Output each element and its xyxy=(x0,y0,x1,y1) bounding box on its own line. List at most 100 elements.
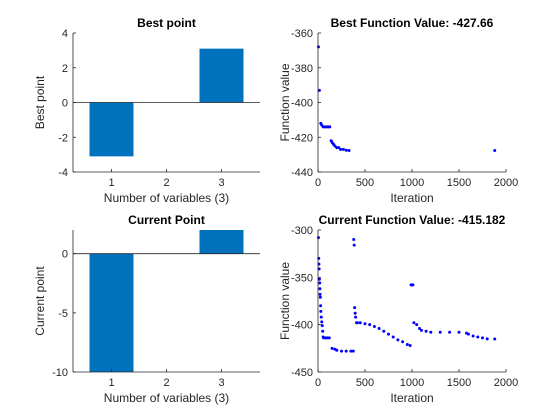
data-point xyxy=(368,323,372,327)
chart-title: Current Function Value: -415.182 xyxy=(319,213,506,227)
y-axis-label: Current point xyxy=(33,266,47,336)
x-tick-label: 2000 xyxy=(494,177,518,189)
data-point xyxy=(387,332,390,336)
data-point xyxy=(317,277,321,281)
data-point xyxy=(319,304,323,308)
y-tick-label: -400 xyxy=(291,98,313,110)
data-point xyxy=(363,322,367,326)
bar-1 xyxy=(89,253,134,372)
data-point xyxy=(317,88,321,92)
x-axis-label: Number of variables (3) xyxy=(104,191,229,205)
x-tick-label: 1500 xyxy=(447,377,471,389)
x-tick-label: 500 xyxy=(356,177,374,189)
data-point xyxy=(372,325,376,329)
data-point xyxy=(358,321,362,325)
bar-1 xyxy=(89,102,134,157)
y-tick-label: -360 xyxy=(291,28,313,40)
y-tick-label: -400 xyxy=(291,320,313,332)
x-tick-label: 1500 xyxy=(447,177,471,189)
y-axis-label: Function value xyxy=(278,262,292,340)
data-point xyxy=(466,332,470,336)
y-tick-label: -450 xyxy=(291,367,313,379)
data-point xyxy=(412,321,416,325)
data-point xyxy=(335,348,339,352)
data-point xyxy=(418,326,422,330)
data-point xyxy=(320,324,324,328)
data-point xyxy=(319,315,323,319)
x-axis-label: Iteration xyxy=(390,391,433,405)
subplot-4: 0 500 1000 1500 2000 -450 -400 -350 -300 Current … xyxy=(278,213,518,405)
y-tick-label: -4 xyxy=(58,167,68,179)
x-tick-label: 3 xyxy=(218,377,224,389)
y-tick-label: 2 xyxy=(62,63,68,75)
y-tick-label: -5 xyxy=(58,308,68,320)
data-point xyxy=(391,335,395,339)
data-point xyxy=(319,309,323,313)
data-point xyxy=(352,243,356,247)
data-point xyxy=(347,149,351,153)
data-point xyxy=(415,323,419,327)
y-tick-label: -380 xyxy=(291,63,313,75)
x-tick-label: 1000 xyxy=(400,177,424,189)
y-tick-label: 4 xyxy=(62,28,68,40)
x-tick-label: 1 xyxy=(108,377,114,389)
data-point xyxy=(353,311,357,315)
x-axis-label: Iteration xyxy=(390,191,433,205)
subplot-3: 1 2 3 -10 -5 0 Current Point Number of variable… xyxy=(33,213,260,405)
data-point xyxy=(405,343,409,347)
data-point xyxy=(377,326,381,330)
data-point xyxy=(457,330,461,334)
y-tick-label: -10 xyxy=(52,367,68,379)
data-point xyxy=(349,349,353,353)
data-point xyxy=(316,45,320,49)
data-point xyxy=(419,328,423,332)
data-point xyxy=(352,237,356,241)
y-tick-label: 0 xyxy=(62,249,68,261)
data-point xyxy=(321,329,325,333)
bar-3 xyxy=(199,48,244,103)
data-point xyxy=(327,336,331,340)
y-tick-label: -440 xyxy=(291,167,313,179)
data-point xyxy=(337,146,341,150)
subplot-1: 1 2 3 -4 -2 0 2 4 Best point Number of variables … xyxy=(33,16,260,205)
data-point xyxy=(328,125,332,129)
data-point xyxy=(401,340,405,344)
chart-title: Best point xyxy=(137,16,196,30)
data-point xyxy=(476,335,480,339)
data-point xyxy=(408,343,412,347)
data-point xyxy=(438,330,442,334)
data-point xyxy=(344,148,348,152)
y-tick-label: 0 xyxy=(62,98,68,110)
data-point xyxy=(471,334,475,338)
y-tick-label: -350 xyxy=(291,272,313,284)
data-point xyxy=(318,281,322,285)
data-point xyxy=(316,236,320,240)
data-point xyxy=(344,349,348,353)
x-tick-label: 1000 xyxy=(400,377,424,389)
x-axis-label: Number of variables (3) xyxy=(104,391,229,405)
data-point xyxy=(318,295,322,299)
data-point xyxy=(481,336,484,340)
data-point xyxy=(330,346,334,350)
y-tick-label: -300 xyxy=(291,225,313,237)
data-point xyxy=(320,320,324,324)
subplot-2: 0 500 1000 1500 2000 -440 -420 -400 -380 -360 Best… xyxy=(278,16,518,205)
data-point xyxy=(318,292,322,296)
data-point xyxy=(355,321,359,325)
data-point xyxy=(485,337,489,341)
data-point xyxy=(411,283,415,287)
data-point xyxy=(429,330,433,334)
data-point xyxy=(382,329,386,333)
x-tick-label: 3 xyxy=(218,177,224,189)
data-point xyxy=(341,147,345,151)
data-point xyxy=(333,144,337,148)
x-tick-label: 2 xyxy=(163,377,169,389)
x-tick-label: 500 xyxy=(356,377,374,389)
data-point xyxy=(424,329,428,333)
y-tick-label: -420 xyxy=(291,132,313,144)
data-point xyxy=(493,337,497,341)
data-point xyxy=(448,330,452,334)
x-tick-label: 0 xyxy=(315,377,321,389)
y-axis-label: Best point xyxy=(33,75,47,129)
